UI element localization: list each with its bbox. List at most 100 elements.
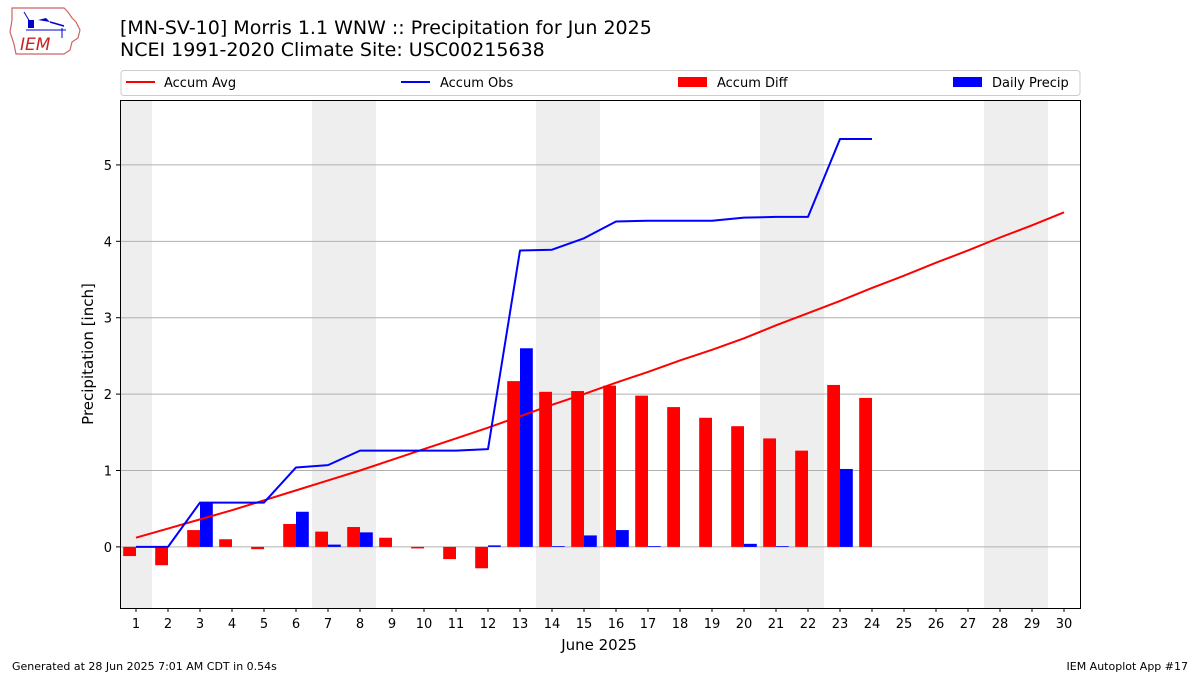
x-tick-label: 13 — [512, 617, 529, 632]
bars — [123, 348, 872, 569]
x-tick-label: 2 — [164, 617, 172, 632]
accum-diff-bar-day-5 — [251, 546, 264, 550]
logo-text: IEM — [20, 35, 51, 55]
x-tick-label: 17 — [640, 617, 657, 632]
x-tick-label: 29 — [1024, 617, 1041, 632]
chart-title: [MN-SV-10] Morris 1.1 WNW :: Precipitati… — [120, 17, 652, 39]
x-tick-label: 19 — [704, 617, 721, 632]
legend-swatch-accum-diff — [678, 77, 707, 87]
x-tick-label: 14 — [544, 617, 561, 632]
accum-diff-bar-day-23 — [827, 384, 840, 547]
x-tick-label: 26 — [928, 617, 945, 632]
x-tick-label: 6 — [292, 617, 300, 632]
x-tick-label: 21 — [768, 617, 785, 632]
iem-logo: IEM — [9, 7, 81, 55]
legend: Accum Avg Accum Obs Accum Diff Daily Pre… — [120, 70, 1081, 96]
x-tick-label: 28 — [992, 617, 1009, 632]
accum-diff-bar-day-20 — [731, 426, 744, 547]
accum-diff-bar-day-6 — [283, 523, 296, 547]
x-tick-label: 18 — [672, 617, 689, 632]
accum-diff-bar-day-17 — [635, 395, 648, 547]
y-tick-label: 2 — [104, 388, 112, 403]
x-tick-label: 24 — [864, 617, 881, 632]
generated-timestamp: Generated at 28 Jun 2025 7:01 AM CDT in … — [12, 660, 277, 673]
x-tick-label: 27 — [960, 617, 977, 632]
weekend-shade-day-8 — [344, 100, 376, 608]
gridlines — [120, 164, 1080, 548]
accum-diff-bar-day-7 — [315, 531, 328, 547]
daily-precip-bar-day-6 — [296, 511, 309, 547]
y-tick-label: 5 — [104, 159, 112, 174]
daily-precip-bar-day-7 — [328, 544, 341, 547]
accum-diff-bar-day-15 — [571, 391, 584, 547]
accum-diff-bar-day-16 — [603, 385, 616, 547]
weekend-shade-day-7 — [312, 100, 344, 608]
app-id: IEM Autoplot App #17 — [1066, 660, 1189, 673]
x-tick-label: 7 — [324, 617, 332, 632]
daily-precip-bar-day-3 — [200, 502, 213, 547]
x-tick-label: 15 — [576, 617, 593, 632]
daily-precip-bar-day-20 — [744, 543, 757, 547]
daily-precip-bar-day-17 — [648, 546, 661, 547]
accum-diff-bar-day-2 — [155, 546, 168, 566]
legend-label-accum-diff: Accum Diff — [717, 76, 789, 91]
daily-precip-bar-day-16 — [616, 530, 629, 547]
weekend-shade-day-1 — [120, 100, 152, 608]
accum-avg-line — [135, 211, 1065, 539]
plot-frame — [120, 100, 1081, 609]
x-tick-label: 22 — [800, 617, 817, 632]
daily-precip-bar-day-8 — [360, 532, 373, 547]
daily-precip-bar-day-21 — [776, 546, 789, 547]
x-tick-label: 16 — [608, 617, 625, 632]
x-tick-label: 8 — [356, 617, 364, 632]
legend-label-accum-obs: Accum Obs — [440, 76, 513, 91]
accum-diff-bar-day-3 — [187, 530, 200, 547]
x-tick-label: 5 — [260, 617, 268, 632]
accum-diff-bar-day-12 — [475, 546, 488, 569]
accum-diff-bar-day-1 — [123, 546, 136, 557]
x-tick-label: 25 — [896, 617, 913, 632]
daily-precip-bar-day-13 — [520, 348, 533, 547]
accum-diff-bar-day-22 — [795, 450, 808, 547]
x-tick-label: 11 — [448, 617, 465, 632]
x-tick-label: 3 — [196, 617, 204, 632]
y-tick-label: 0 — [104, 541, 112, 556]
accum-diff-bar-day-18 — [667, 407, 680, 547]
weekend-shade-day-28 — [984, 100, 1016, 608]
y-tick-label: 1 — [104, 464, 112, 479]
x-tick-label: 1 — [132, 617, 140, 632]
y-axis-label: Precipitation [inch] — [79, 283, 97, 425]
accum-diff-bar-day-8 — [347, 527, 360, 547]
chart-subtitle: NCEI 1991-2020 Climate Site: USC00215638 — [120, 39, 545, 61]
legend-swatch-daily-precip — [953, 77, 982, 87]
x-tick-label: 4 — [228, 617, 236, 632]
accum-diff-bar-day-24 — [859, 397, 872, 547]
daily-precip-bar-day-23 — [840, 468, 853, 547]
legend-label-daily-precip: Daily Precip — [992, 76, 1069, 91]
x-tick-label: 9 — [388, 617, 396, 632]
accum-diff-bar-day-13 — [507, 381, 520, 547]
daily-precip-bar-day-14 — [552, 546, 565, 547]
daily-precip-bar-day-15 — [584, 535, 597, 547]
accum-diff-bar-day-14 — [539, 391, 552, 547]
accum-diff-bar-day-21 — [763, 438, 776, 547]
accum-diff-bar-day-4 — [219, 539, 232, 547]
accum-diff-bar-day-9 — [379, 537, 392, 547]
accum-diff-bar-day-11 — [443, 546, 456, 560]
x-tick-label: 30 — [1056, 617, 1073, 632]
daily-precip-bar-day-12 — [488, 545, 501, 547]
x-tick-label: 20 — [736, 617, 753, 632]
accum-obs-line — [136, 137, 872, 548]
accum-diff-bar-day-19 — [699, 417, 712, 547]
legend-box — [120, 70, 1081, 96]
x-tick-label: 23 — [832, 617, 849, 632]
legend-label-accum-avg: Accum Avg — [164, 76, 236, 91]
weekend-shade-day-29 — [1016, 100, 1048, 608]
x-axis-label: June 2025 — [560, 636, 637, 654]
lines — [135, 137, 1065, 548]
y-tick-label: 4 — [104, 235, 112, 250]
x-tick-label: 12 — [480, 617, 497, 632]
y-tick-label: 3 — [104, 312, 112, 327]
